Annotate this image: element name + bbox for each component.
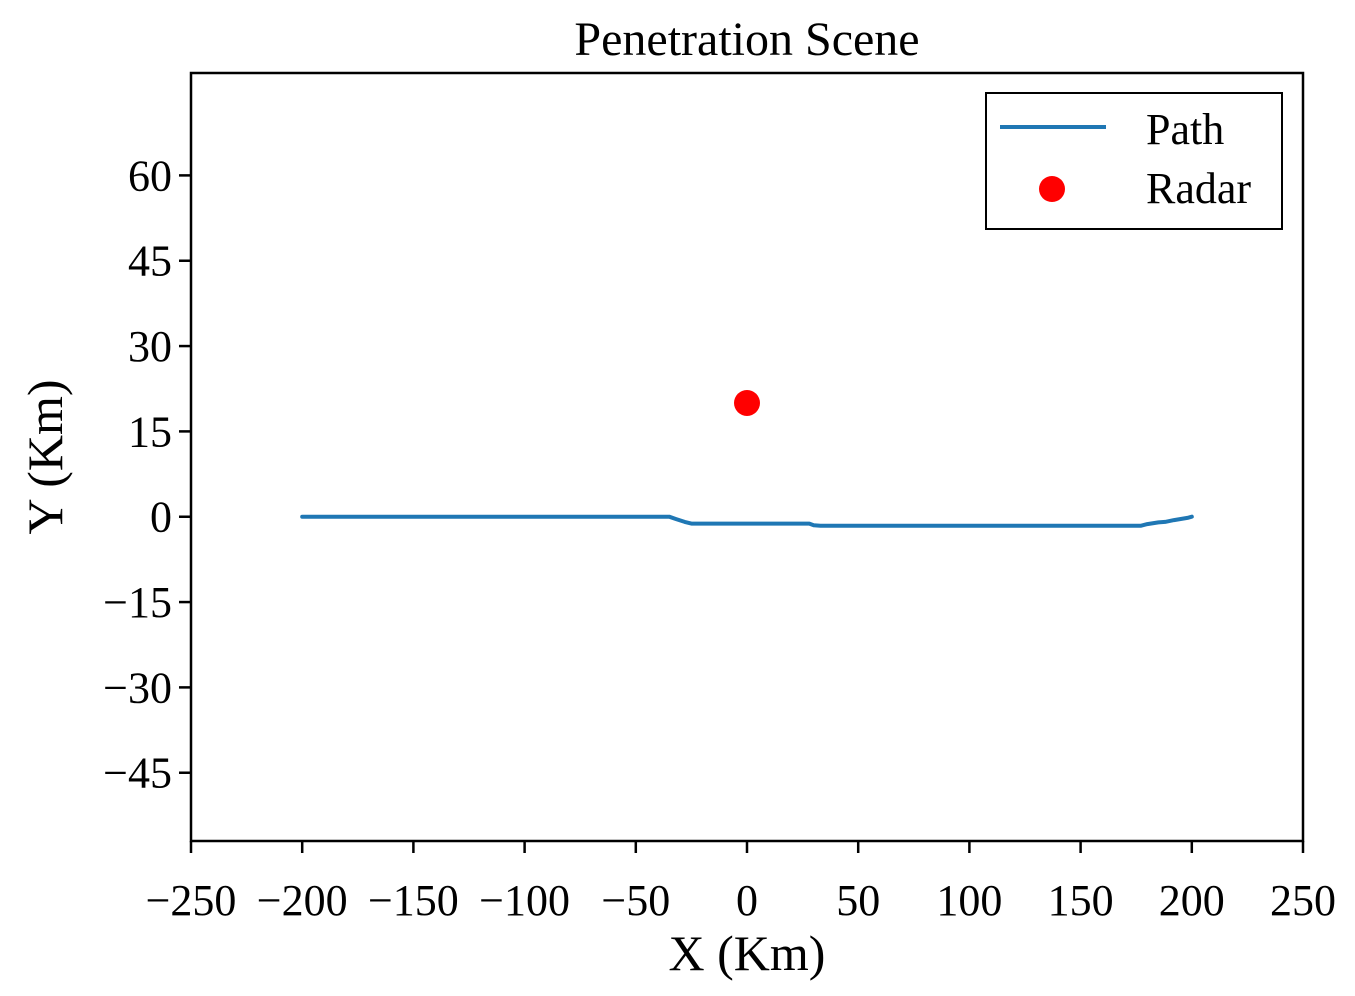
y-tick-label: −15	[103, 578, 172, 627]
x-tick-label: 200	[1159, 876, 1225, 925]
y-tick-label: 0	[150, 493, 172, 542]
y-tick-label: 45	[128, 237, 172, 286]
y-tick-label: 60	[128, 151, 172, 200]
x-tick-label: 50	[836, 876, 880, 925]
path-series-line	[300, 514, 1194, 528]
y-tick-label: −30	[103, 663, 172, 712]
x-axis-label: X (Km)	[669, 925, 826, 981]
x-tick-label: 100	[936, 876, 1002, 925]
y-axis-ticks: 60 45 30 15 0 −15 −30 −45	[103, 151, 191, 798]
x-tick-label: 0	[736, 876, 758, 925]
legend: Path Radar	[985, 92, 1283, 230]
radar-point	[734, 389, 760, 416]
legend-box	[985, 92, 1283, 230]
y-tick-label: 30	[128, 322, 172, 371]
legend-path-label: Path	[1146, 105, 1224, 154]
plot-area	[300, 389, 1194, 528]
x-tick-label: −150	[368, 876, 459, 925]
y-tick-label: −45	[103, 749, 172, 798]
x-tick-label: −50	[601, 876, 670, 925]
x-tick-label: 250	[1270, 876, 1336, 925]
legend-radar-swatch	[1039, 176, 1065, 202]
x-tick-label: −250	[146, 876, 237, 925]
plot-frame	[189, 71, 1305, 843]
x-tick-label: 150	[1048, 876, 1114, 925]
chart-title: Penetration Scene	[574, 13, 919, 66]
y-tick-label: 15	[128, 407, 172, 456]
x-tick-label: −200	[257, 876, 348, 925]
x-tick-label: −100	[479, 876, 570, 925]
x-axis-ticks: −250 −200 −150 −100 −50 0 50 100 150 200 250	[146, 841, 1336, 925]
legend-radar-label: Radar	[1146, 164, 1251, 213]
y-axis-label: Y (Km)	[17, 379, 73, 534]
